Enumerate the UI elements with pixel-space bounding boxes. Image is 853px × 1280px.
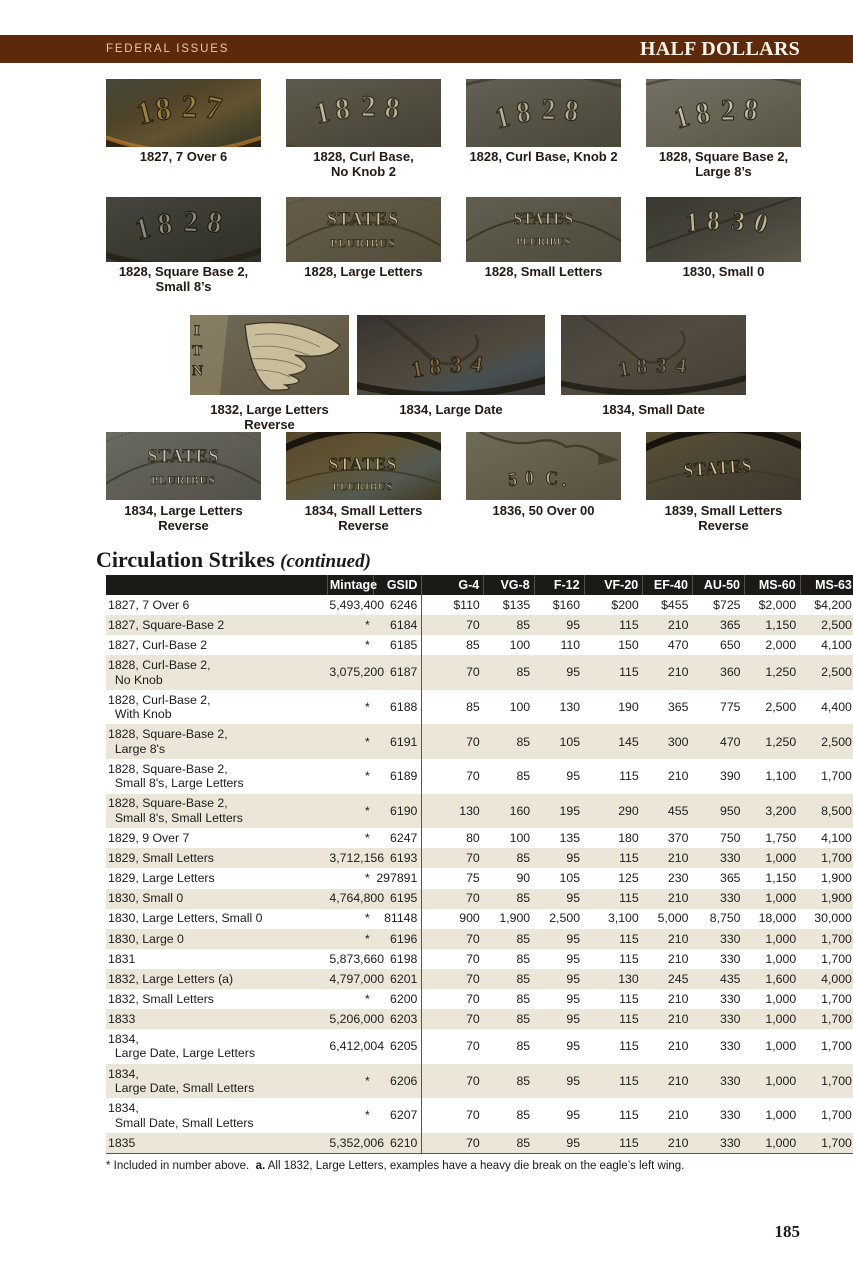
svg-text:I: I bbox=[194, 323, 200, 339]
svg-text:STATES: STATES bbox=[327, 209, 399, 231]
svg-text:N: N bbox=[192, 363, 203, 379]
svg-text:8: 8 bbox=[636, 354, 648, 379]
svg-text:2: 2 bbox=[541, 93, 555, 127]
svg-text:0: 0 bbox=[525, 467, 534, 488]
svg-text:2: 2 bbox=[721, 94, 735, 128]
svg-text:2: 2 bbox=[361, 90, 376, 123]
svg-text:STATES: STATES bbox=[329, 454, 398, 474]
svg-text:3: 3 bbox=[450, 352, 462, 377]
svg-text:3: 3 bbox=[656, 353, 667, 377]
svg-text:8: 8 bbox=[428, 353, 442, 379]
svg-text:PLURIBUS: PLURIBUS bbox=[330, 237, 395, 250]
svg-text:1: 1 bbox=[685, 206, 700, 238]
svg-text:8: 8 bbox=[706, 204, 720, 236]
svg-text:T: T bbox=[192, 343, 202, 359]
svg-text:STATES: STATES bbox=[514, 209, 574, 228]
svg-text:2: 2 bbox=[183, 205, 198, 238]
svg-text:PLURIBUS: PLURIBUS bbox=[516, 237, 570, 248]
svg-text:STATES: STATES bbox=[148, 446, 220, 467]
svg-text:2: 2 bbox=[181, 88, 197, 124]
svg-text:PLURIBUS: PLURIBUS bbox=[333, 481, 393, 493]
svg-text:PLURIBUS: PLURIBUS bbox=[151, 474, 216, 487]
svg-text:.: . bbox=[562, 469, 567, 490]
svg-text:C: C bbox=[545, 467, 558, 488]
